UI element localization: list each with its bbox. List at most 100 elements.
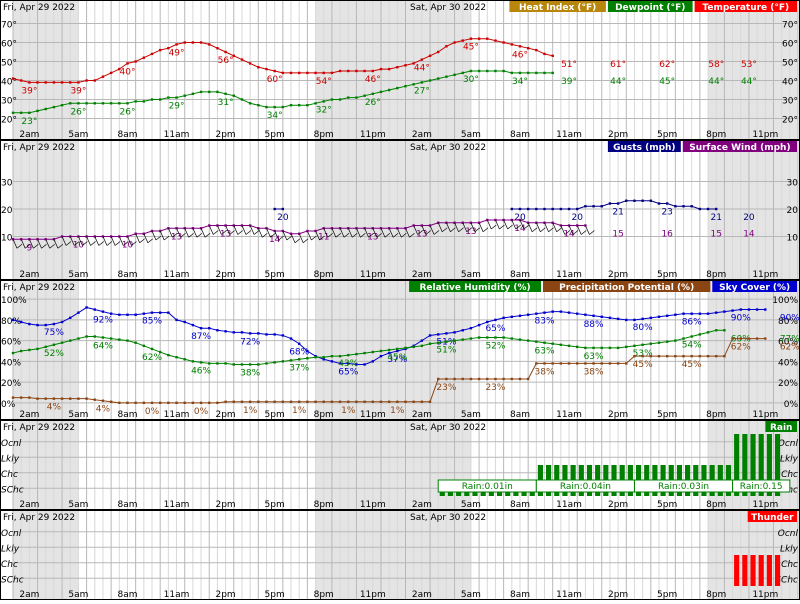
series-point (28, 396, 30, 398)
x-tick-label: 5pm (265, 270, 285, 280)
series-point (437, 333, 439, 335)
x-tick-label: 8pm (314, 130, 334, 140)
data-label: 90% (731, 314, 751, 324)
panel-humidity: 0%0%20%20%40%40%60%60%80%80%100%100%Fri,… (1, 281, 800, 421)
series-point (429, 343, 431, 345)
series-point (143, 345, 145, 347)
series-point (200, 41, 202, 43)
series-point (568, 208, 570, 210)
series-point (151, 98, 153, 100)
series-point (208, 362, 210, 364)
series-point (592, 205, 594, 207)
legend-label: Thunder (751, 513, 794, 523)
y-tick-label-right: 40% (778, 358, 798, 368)
x-tick-label: 5pm (265, 410, 285, 420)
series-point (478, 38, 480, 40)
series-point (674, 355, 676, 357)
series-point (445, 76, 447, 78)
y-tick-label: 20° (1, 116, 17, 126)
series-point (265, 106, 267, 108)
series-point (421, 339, 423, 341)
series-point (404, 401, 406, 403)
series-point (216, 329, 218, 331)
series-point (363, 363, 365, 365)
legend-label: Relative Humidity (%) (419, 283, 530, 293)
series-point (265, 68, 267, 70)
series-point (470, 70, 472, 72)
series-point (707, 312, 709, 314)
series-point (625, 362, 627, 364)
series-point (388, 401, 390, 403)
series-point (126, 102, 128, 104)
series-point (69, 339, 71, 341)
y-tick-label-right: 10 (787, 234, 799, 244)
data-label: 62% (731, 343, 751, 353)
x-tick-label: 2pm (608, 270, 628, 280)
series-point (453, 74, 455, 76)
series-point (699, 312, 701, 314)
series-point (151, 402, 153, 404)
series-point (77, 81, 79, 83)
series-point (453, 41, 455, 43)
series-point (560, 344, 562, 346)
series-point (633, 319, 635, 321)
data-label: 1% (390, 406, 405, 416)
series-point (298, 104, 300, 106)
series-point (592, 347, 594, 349)
series-point (478, 378, 480, 380)
x-tick-label: 2am (412, 410, 432, 420)
series-point (690, 355, 692, 357)
x-tick-label: 5pm (657, 270, 677, 280)
series-point (134, 100, 136, 102)
series-point (257, 401, 259, 403)
series-point (151, 53, 153, 55)
series-point (216, 362, 218, 364)
series-point (118, 102, 120, 104)
series-point (617, 347, 619, 349)
series-point (331, 360, 333, 362)
data-label: 92% (93, 316, 113, 326)
series-point (633, 345, 635, 347)
series-point (175, 319, 177, 321)
data-label: 49° (169, 48, 185, 58)
series-point (560, 310, 562, 312)
series-point (257, 66, 259, 68)
level-label: Lkly (1, 454, 20, 464)
series-point (159, 402, 161, 404)
series-point (486, 38, 488, 40)
data-label: 85% (142, 317, 162, 327)
series-point (527, 72, 529, 74)
data-label: 51° (561, 60, 577, 70)
series-point (77, 102, 79, 104)
x-tick-label: 11am (556, 270, 582, 280)
series-point (396, 348, 398, 350)
series-point (282, 360, 284, 362)
series-point (61, 397, 63, 399)
level-label-right: Lkly (780, 454, 799, 464)
series-point (355, 70, 357, 72)
series-point (20, 350, 22, 352)
series-point (715, 311, 717, 313)
series-point (535, 362, 537, 364)
data-label: 23% (485, 383, 505, 393)
y-tick-label: 10 (1, 234, 13, 244)
series-point (94, 335, 96, 337)
series-point (404, 64, 406, 66)
series-point (527, 378, 529, 380)
y-tick-label: 70° (1, 21, 17, 31)
rain-amount-label: Rain:0.03in (658, 482, 709, 492)
series-point (699, 355, 701, 357)
data-label: 26° (365, 98, 381, 108)
x-tick-label: 2am (19, 410, 39, 420)
series-point (200, 402, 202, 404)
series-point (674, 205, 676, 207)
legend-label: Surface Wind (mph) (689, 143, 790, 153)
x-tick-label: 2pm (215, 410, 235, 420)
series-point (110, 72, 112, 74)
data-label: 63% (535, 347, 555, 357)
series-point (20, 79, 22, 81)
series-point (372, 351, 374, 353)
x-tick-label: 5am (68, 410, 88, 420)
